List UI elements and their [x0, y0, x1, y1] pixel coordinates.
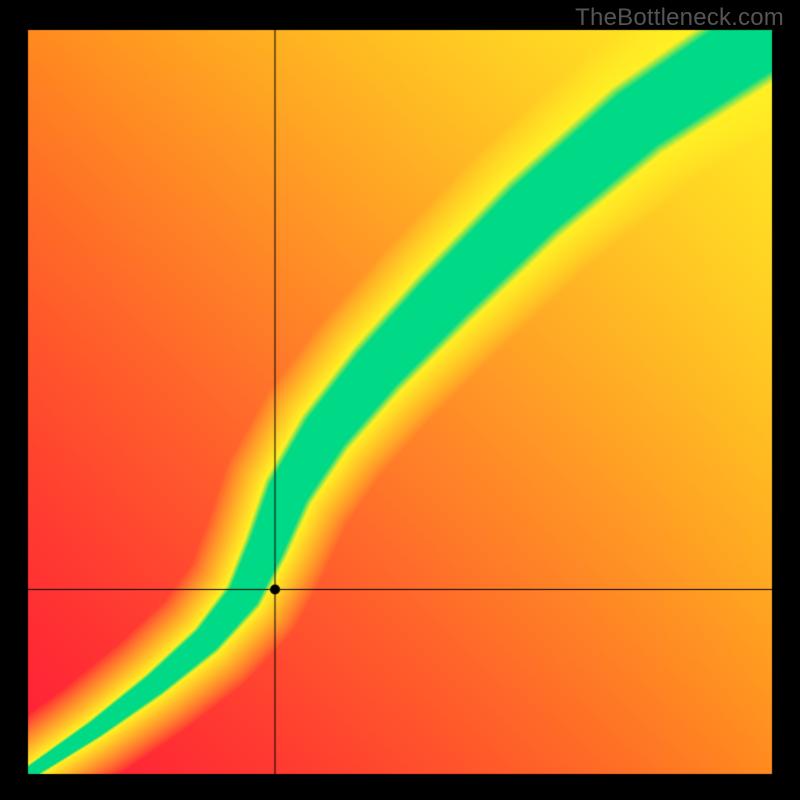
- watermark-text: TheBottleneck.com: [575, 4, 784, 32]
- heatmap-canvas: [0, 0, 800, 800]
- heatmap-chart: [0, 0, 800, 805]
